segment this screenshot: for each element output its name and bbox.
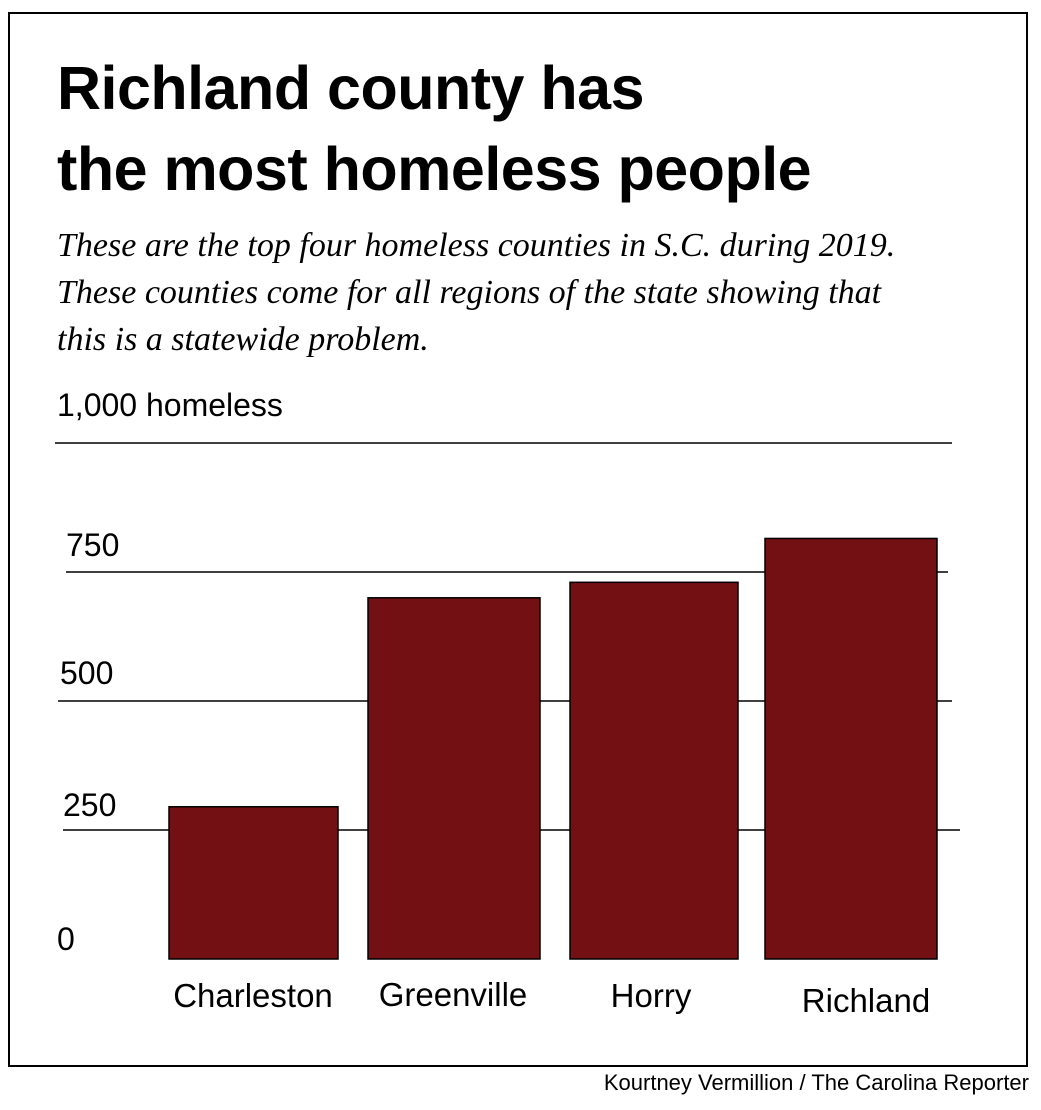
y-tick-label-500: 500 (60, 655, 113, 691)
bar-horry (569, 581, 739, 960)
y-tick-label-0: 0 (57, 921, 75, 957)
bar-greenville (367, 597, 541, 960)
y-tick-label-250: 250 (63, 787, 116, 823)
bar-richland (764, 537, 938, 960)
bar-charleston (168, 806, 339, 960)
category-label-richland: Richland (802, 982, 930, 1019)
category-label-charleston: Charleston (173, 977, 333, 1014)
chart-subtitle-line-1: These are the top four homeless counties… (57, 227, 896, 264)
category-label-horry: Horry (611, 977, 692, 1014)
category-label-greenville: Greenville (379, 976, 528, 1013)
chart-subtitle-line-3: this is a statewide problem. (57, 321, 429, 358)
chart-title: Richland county has the most homeless pe… (57, 48, 812, 210)
y-tick-label-750: 750 (66, 527, 119, 563)
chart-title-line-1: Richland county has (57, 54, 645, 122)
credit-line: Kourtney Vermillion / The Carolina Repor… (603, 1070, 1029, 1095)
chart-subtitle: These are the top four homeless counties… (57, 222, 1017, 363)
chart-subtitle-line-2: These counties come for all regions of t… (57, 274, 882, 311)
y-tick-label-1000: 1,000 homeless (57, 387, 283, 423)
chart-title-line-2: the most homeless people (57, 135, 812, 203)
